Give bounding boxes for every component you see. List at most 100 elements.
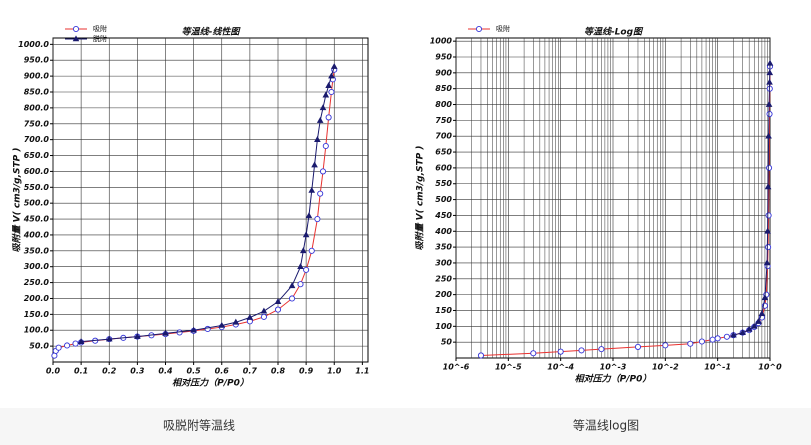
point (274, 298, 282, 304)
y-tick-label: 550 (435, 179, 452, 188)
x-tick-label: 0.3 (130, 367, 145, 376)
y-tick-label: 800 (435, 100, 452, 109)
chart-title: 等温线-Log图 (584, 27, 644, 38)
point (305, 212, 313, 219)
point (477, 352, 485, 359)
point (297, 263, 304, 270)
point (763, 259, 771, 266)
y-axis-label: 吸附量 V( cm3/g,STP ) (12, 148, 23, 253)
point (598, 346, 605, 353)
point (723, 333, 730, 340)
point (325, 114, 332, 121)
point (308, 247, 315, 254)
y-tick-label: 800.0 (24, 103, 50, 112)
point (765, 244, 772, 251)
x-tick-label: 0.0 (46, 367, 61, 376)
point (328, 72, 335, 79)
point (687, 340, 694, 347)
x-tick-label: 0.7 (243, 367, 258, 376)
point (764, 227, 771, 234)
point (55, 344, 62, 351)
y-tick-label: 200.0 (24, 294, 50, 303)
point (288, 282, 296, 289)
point (319, 168, 327, 175)
y-tick-label: 1000 (430, 37, 453, 46)
y-tick-label: 400.0 (23, 230, 50, 239)
x-tick-label: 1.0 (327, 367, 342, 376)
y-tick-label: 650 (435, 148, 452, 157)
y-tick-label: 300 (435, 258, 452, 267)
point (316, 116, 324, 123)
point (260, 307, 268, 314)
point (765, 212, 772, 219)
y-tick-label: 700.0 (24, 135, 50, 144)
y-tick-label: 450.0 (23, 215, 50, 224)
y-tick-label: 900 (435, 68, 452, 77)
legend-label: 吸附 (496, 24, 510, 33)
chart-title: 等温线-线性图 (182, 27, 242, 38)
point (761, 294, 769, 301)
x-tick-label: 10^0 (758, 363, 782, 372)
x-tick-label: 0.6 (215, 367, 230, 376)
x-tick-label: 0.4 (158, 367, 173, 376)
point (302, 231, 310, 238)
point (322, 91, 330, 98)
x-tick-label: 0.8 (271, 367, 286, 376)
y-tick-label: 150.0 (24, 310, 50, 319)
point (77, 338, 85, 344)
y-tick-label: 750.0 (24, 119, 50, 128)
point (662, 342, 669, 349)
x-tick-label: 10^-1 (704, 363, 731, 372)
point (634, 343, 642, 350)
y-tick-label: 400 (434, 227, 452, 236)
point (755, 317, 762, 324)
point (530, 350, 537, 357)
point (745, 325, 753, 332)
x-tick-label: 0.2 (102, 367, 117, 376)
x-tick-label: 10^-4 (547, 363, 574, 372)
point (134, 332, 141, 339)
y-tick-label: 650.0 (24, 151, 50, 160)
y-tick-label: 850.0 (24, 88, 50, 97)
point (766, 59, 774, 66)
point (765, 100, 773, 107)
caption: 等温线log图 (573, 419, 639, 433)
point (698, 338, 705, 345)
legend-label: 脱附 (93, 34, 107, 43)
y-tick-label: 600.0 (24, 167, 50, 176)
y-tick-label: 500 (435, 195, 452, 204)
y-tick-label: 300.0 (24, 262, 50, 271)
point (314, 136, 321, 142)
point (303, 266, 310, 273)
x-axis-label: 相对压力（P/P0） (172, 378, 249, 389)
y-tick-label: 900.0 (24, 72, 50, 81)
point (739, 329, 746, 335)
x-tick-label: 10^-3 (600, 363, 627, 372)
y-tick-label: 950.0 (24, 56, 50, 65)
y-tick-label: 1000.0 (18, 40, 49, 49)
y-tick-label: 500.0 (24, 199, 50, 208)
y-tick-label: 750 (435, 116, 452, 125)
point (766, 110, 773, 118)
caption-band (0, 408, 811, 445)
y-tick-label: 150 (435, 306, 452, 315)
point (766, 164, 773, 171)
point (322, 142, 329, 150)
caption: 吸脱附等温线 (163, 418, 235, 433)
point (709, 336, 716, 343)
point (260, 313, 267, 320)
point (218, 321, 226, 328)
point (289, 295, 296, 302)
point (274, 306, 282, 313)
x-tick-label: 10^-5 (495, 363, 522, 372)
point (325, 82, 332, 88)
point (764, 183, 772, 190)
point (319, 104, 327, 111)
point (766, 69, 774, 76)
legend-marker (475, 25, 483, 33)
point (300, 247, 307, 254)
point (311, 161, 318, 168)
x-tick-label: 0.9 (299, 367, 314, 376)
point (105, 335, 113, 342)
